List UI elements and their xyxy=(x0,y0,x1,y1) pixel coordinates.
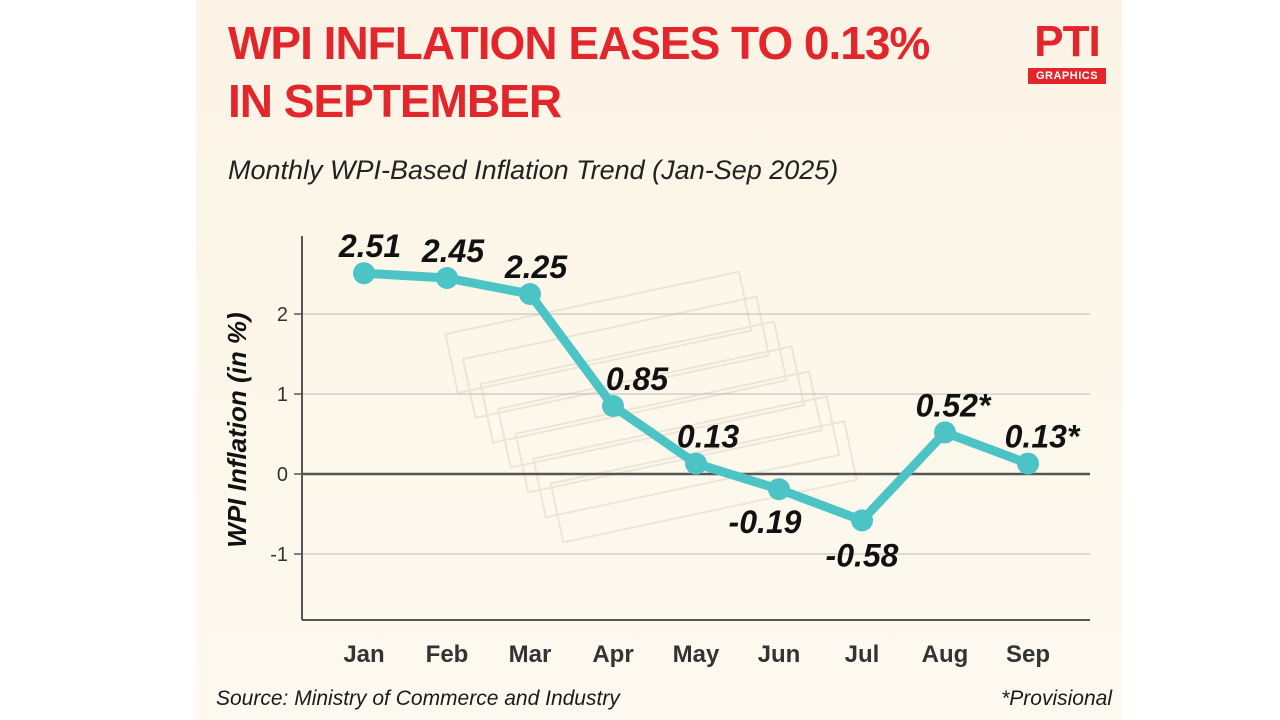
y-tick-label: 2 xyxy=(277,304,288,326)
chart-title: WPI INFLATION EASES TO 0.13% IN SEPTEMBE… xyxy=(228,14,930,130)
data-point xyxy=(353,262,375,285)
x-tick-label: Aug xyxy=(922,641,969,668)
x-tick-label: Sep xyxy=(1006,641,1050,668)
pti-logo-tag: GRAPHICS xyxy=(1028,68,1106,84)
data-point xyxy=(519,283,541,305)
x-tick-label: Mar xyxy=(509,641,552,668)
data-point xyxy=(851,509,873,532)
source-note: Source: Ministry of Commerce and Industr… xyxy=(216,687,620,710)
y-tick-label: 0 xyxy=(277,464,288,486)
x-tick-label: Jul xyxy=(845,641,880,668)
data-point xyxy=(436,267,458,289)
data-point xyxy=(768,478,790,501)
title-line-1: WPI INFLATION EASES TO 0.13% xyxy=(228,17,930,69)
x-tick-label: Feb xyxy=(426,641,469,668)
data-label: -0.19 xyxy=(729,504,802,540)
x-tick-label: Jan xyxy=(343,641,384,668)
data-point xyxy=(685,452,707,475)
y-axis-label: WPI Inflation (in %) xyxy=(222,312,252,547)
data-label: 2.51 xyxy=(338,228,401,264)
data-point xyxy=(934,421,956,444)
line-chart: -1 0 1 2 WPI Inflation (in %) Jan Feb Mar Apr May… xyxy=(222,228,1090,668)
pti-graphics-logo: PTI GRAPHICS xyxy=(1028,18,1106,84)
y-tick-label: -1 xyxy=(270,544,288,566)
data-label: 0.13* xyxy=(1005,419,1081,455)
infographic-card: WPI INFLATION EASES TO 0.13% IN SEPTEMBE… xyxy=(196,0,1122,720)
x-tick-label: Apr xyxy=(592,641,633,668)
y-tick-label: 1 xyxy=(277,384,288,406)
banknote-watermark-icon xyxy=(444,270,858,544)
data-label: 2.45 xyxy=(421,233,485,269)
data-point xyxy=(1017,452,1039,475)
data-label: 2.25 xyxy=(504,249,568,285)
data-point xyxy=(602,395,624,417)
provisional-note: *Provisional xyxy=(1001,687,1112,710)
title-line-2: IN SEPTEMBER xyxy=(228,75,562,127)
pti-logo-mark: PTI xyxy=(1028,18,1106,66)
x-tick-label: Jun xyxy=(758,641,801,668)
data-label: 0.52* xyxy=(916,387,992,423)
data-label: -0.58 xyxy=(826,537,899,573)
chart-subtitle: Monthly WPI-Based Inflation Trend (Jan-S… xyxy=(228,155,839,185)
data-label: 0.13 xyxy=(677,419,739,455)
x-tick-label: May xyxy=(673,641,720,668)
data-label: 0.85 xyxy=(606,361,669,397)
